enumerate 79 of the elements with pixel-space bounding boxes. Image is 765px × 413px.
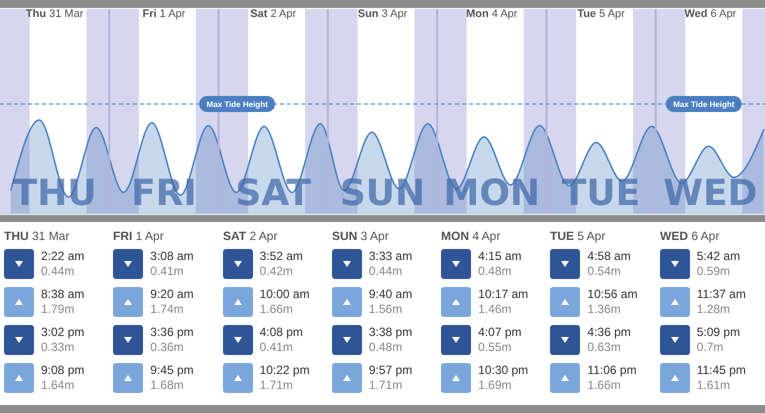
text: 4:07 pm [478,325,522,340]
text: THU 31 Mar [4,229,70,243]
annotation: SAT [235,173,312,214]
text: 0.42m [260,264,294,279]
text: 0.36m [150,340,185,355]
x-tick-label: Fri 1 Apr [142,8,186,20]
annotation: SUN [340,173,426,214]
text: 4:15 am [478,249,522,264]
text: TUE 5 Apr [550,229,606,243]
text: 3:52 am [260,249,303,264]
text: 0.59m [696,264,732,279]
text: WED 6 Apr [660,229,720,243]
text: 10:00 am [260,287,310,302]
text: 1.64m [41,378,76,393]
text: 0.44m [41,264,76,279]
x-tick-label: Tue 5 Apr [577,8,626,20]
text: 1.66m [587,378,622,393]
text: 1.74m [150,302,185,317]
annotation: THU [12,173,97,214]
text: 9:08 pm [41,363,84,378]
text: 4:36 pm [587,325,631,340]
text: 8:38 am [41,287,84,302]
text: 10:22 pm [260,363,310,378]
text: 0.48m [368,340,404,355]
text: 3:33 am [368,249,412,264]
text: 1.61m [696,378,732,393]
text: 4:08 pm [260,325,303,340]
x-tick-label: Mon 4 Apr [466,8,518,20]
text: SUN 3 Apr [332,229,389,243]
text: 0.63m [587,340,622,355]
x-tick-label: Sat 2 Apr [250,8,296,20]
text: 0.55m [478,340,512,355]
text: 10:56 am [587,287,638,302]
x-tick-label: Sun 3 Apr [358,8,408,20]
text: 1.46m [478,302,512,317]
text: 1.56m [368,302,404,317]
text: 0.44m [368,264,404,279]
text: 9:45 pm [150,363,194,378]
text: 0.41m [260,340,294,355]
text: 0.48m [478,264,512,279]
text: Max Tide Height [673,100,734,109]
annotation: FRI [131,173,197,214]
text: 1.66m [260,302,294,317]
text: 1.28m [696,302,732,317]
text: 11:37 am [696,287,746,302]
text: FRI 1 Apr [113,229,164,243]
text: 3:36 pm [150,325,194,340]
text: 9:40 am [368,287,412,302]
text: 0.54m [587,264,622,279]
text: 3:08 am [150,249,194,264]
text: 0.41m [150,264,185,279]
text: 9:57 pm [368,363,412,378]
ref-line-label: Max Tide Height [206,100,268,109]
x-tick-label: Wed 6 Apr [684,8,737,20]
text: MON 4 Apr [441,229,500,243]
text: 0.7m [696,340,724,355]
text: 4:58 am [587,249,631,264]
text: 1.69m [478,378,512,393]
text: 10:17 am [478,287,528,302]
text: 10:30 pm [478,363,528,378]
text: 1.79m [41,302,76,317]
x-tick-label: Thu 31 Mar [26,8,84,20]
text: 11:45 pm [696,363,746,378]
annotation: WED [663,173,758,214]
annotation: MON [444,173,540,214]
annotation: TUE [562,173,640,214]
text: 1.36m [587,302,622,317]
text: 5:42 am [696,249,740,264]
text: 1.68m [150,378,185,393]
text: 1.71m [368,378,404,393]
text: 2:22 am [41,249,84,264]
text: 5:09 pm [696,325,740,340]
text: 9:20 am [150,287,194,302]
text: SAT 2 Apr [222,229,278,243]
text: 3:02 pm [41,325,84,340]
text: 0.33m [41,340,76,355]
text: 11:06 pm [587,363,637,378]
text: 1.71m [260,378,294,393]
text: 3:38 pm [368,325,412,340]
